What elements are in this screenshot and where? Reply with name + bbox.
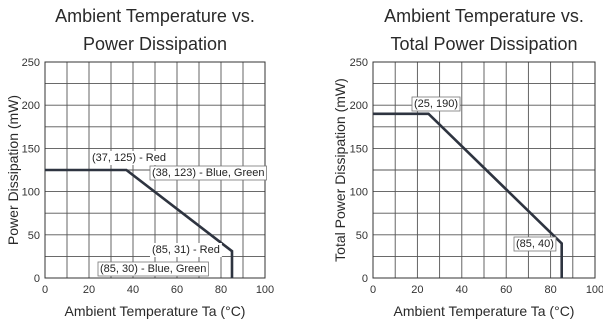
y-tick-label: 250	[22, 57, 40, 69]
annotation-background	[149, 165, 267, 181]
chart-title-line: Power Dissipation	[83, 34, 227, 54]
data-point-annotation: (25, 190)	[414, 98, 458, 110]
x-tick-label: 80	[544, 284, 556, 296]
y-tick-label: 50	[28, 230, 40, 242]
y-tick-label: 0	[362, 273, 368, 285]
y-axis-label: Total Power Dissipation (mW)	[332, 78, 348, 262]
chart-1: Ambient Temperature vs. Power Dissipation…	[5, 6, 274, 319]
annotation-background	[513, 236, 557, 252]
data-point-annotation: (38, 123) - Blue, Green	[152, 167, 265, 179]
x-axis-label: Ambient Temperature Ta (°C)	[65, 303, 246, 319]
x-tick-label: 80	[215, 284, 227, 296]
x-tick-label: 0	[370, 284, 376, 296]
y-tick-label: 50	[356, 230, 368, 242]
plot-frame	[372, 61, 596, 279]
annotation-background	[411, 96, 461, 112]
annotation-background	[90, 151, 168, 165]
y-axis-label: Power Dissipation (mW)	[5, 95, 21, 245]
data-point-annotation: (85, 31) - Red	[152, 244, 220, 256]
x-tick-label: 100	[586, 284, 603, 296]
y-tick-label: 150	[22, 143, 40, 155]
y-tick-label: 200	[350, 100, 368, 112]
series-line	[45, 168, 234, 278]
data-point-annotation: (85, 40)	[516, 238, 554, 250]
x-tick-label: 60	[500, 284, 512, 296]
annotation-background	[150, 243, 222, 257]
x-tick-label: 60	[171, 284, 183, 296]
chart-title-line: Total Power Dissipation	[390, 34, 577, 54]
x-tick-label: 40	[127, 284, 139, 296]
y-tick-label: 200	[22, 100, 40, 112]
chart-2: Ambient Temperature vs. Total Power Dissi…	[332, 6, 603, 319]
y-tick-label: 150	[350, 143, 368, 155]
x-tick-label: 20	[411, 284, 423, 296]
y-tick-label: 0	[34, 273, 40, 285]
annotation-background	[97, 261, 209, 277]
x-tick-label: 20	[83, 284, 95, 296]
y-tick-label: 250	[350, 57, 368, 69]
data-point-annotation: (37, 125) - Red	[92, 152, 166, 164]
data-point-annotation: (85, 30) - Blue, Green	[100, 263, 206, 275]
y-tick-label: 100	[22, 187, 40, 199]
chart-title-line: Ambient Temperature vs.	[55, 6, 255, 26]
x-tick-label: 100	[256, 284, 274, 296]
x-tick-label: 40	[456, 284, 468, 296]
chart-title-line: Ambient Temperature vs.	[384, 6, 584, 26]
y-tick-label: 100	[350, 187, 368, 199]
x-tick-label: 0	[42, 284, 48, 296]
x-axis-label: Ambient Temperature Ta (°C)	[394, 303, 575, 319]
series-line	[373, 112, 564, 278]
